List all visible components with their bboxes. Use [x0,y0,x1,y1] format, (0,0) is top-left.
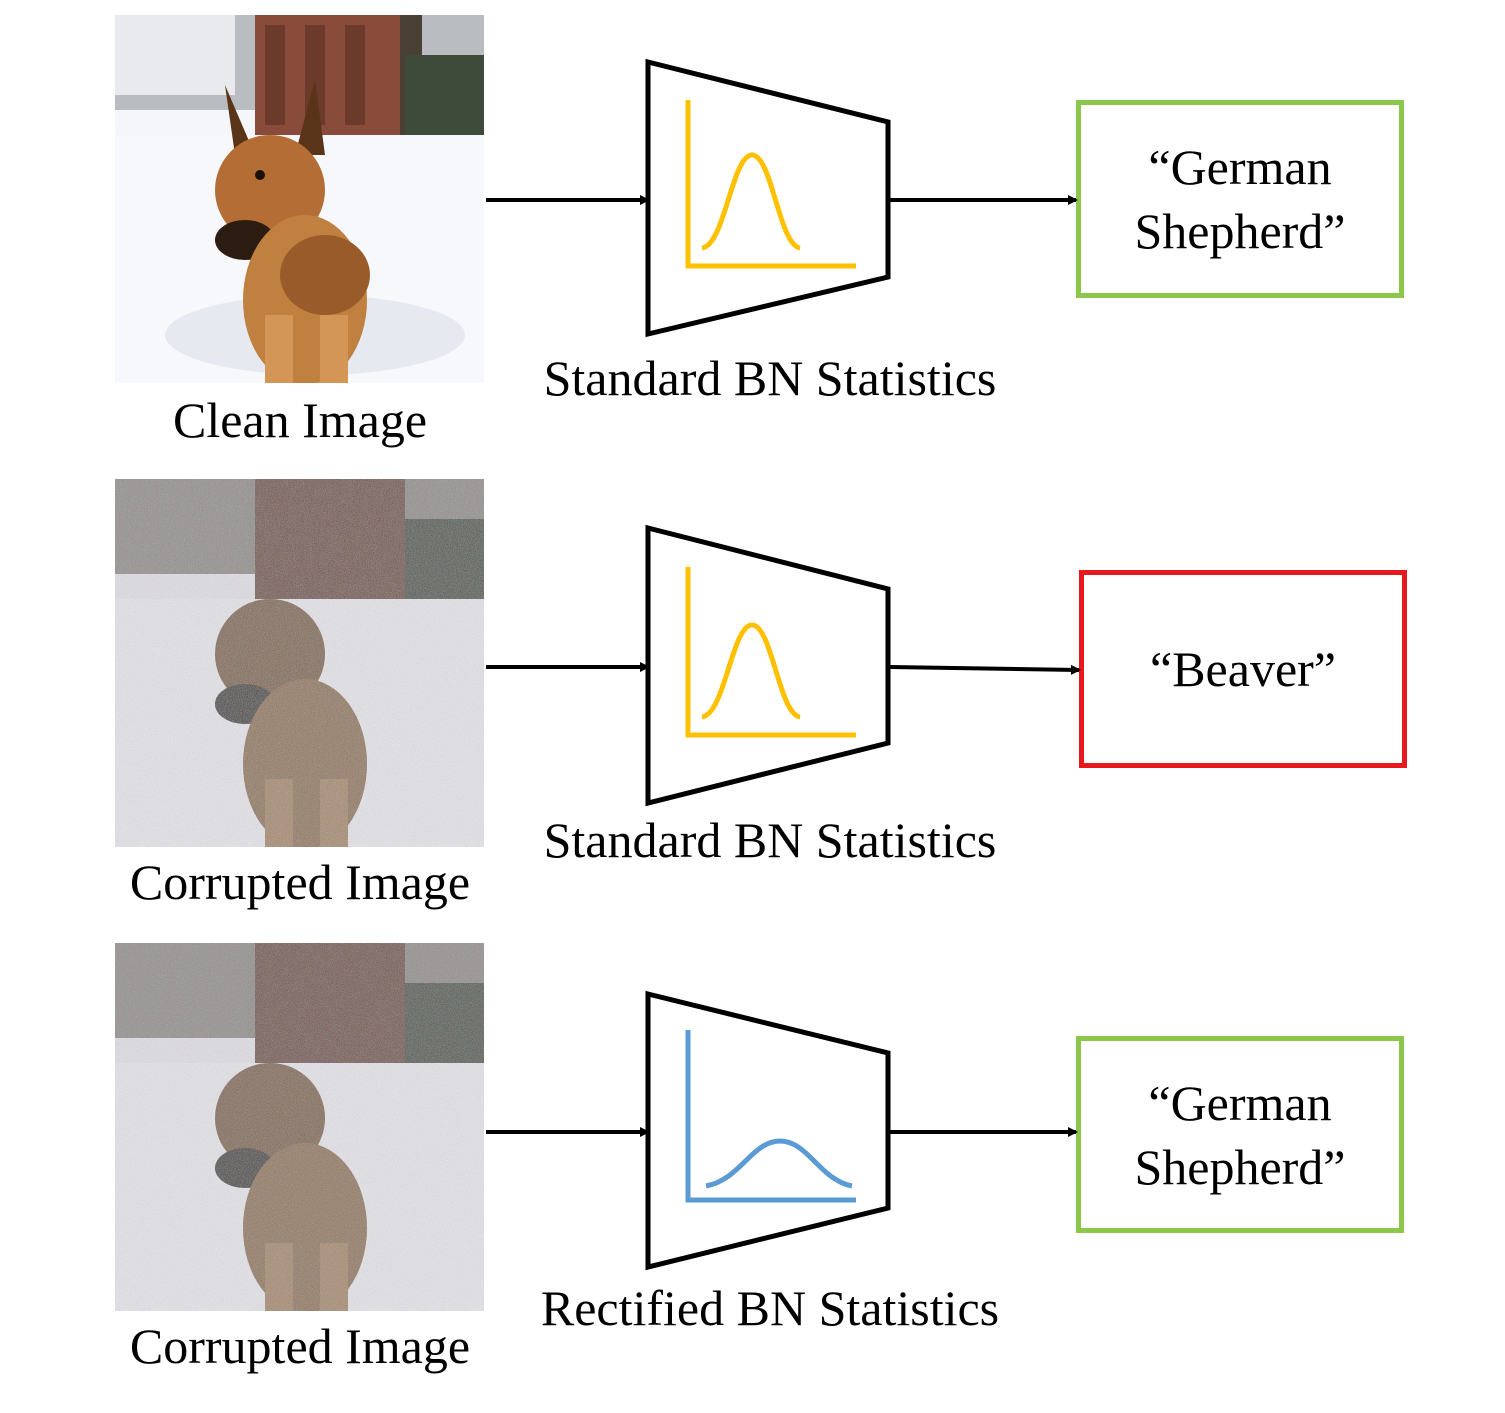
prediction-label: “Beaver” [1150,641,1336,697]
bn-statistics-caption: Rectified BN Statistics [540,1280,1000,1336]
image-caption: Corrupted Image [129,1318,471,1374]
bn-statistics-caption: Standard BN Statistics [543,350,997,406]
clean-dog-image [115,15,484,383]
prediction-box-correct: “German Shepherd” [1076,1036,1404,1233]
prediction-label: “German Shepherd” [1134,139,1346,259]
output-arrow [889,664,1081,675]
prediction-box-correct: “German Shepherd” [1076,100,1404,298]
distribution-plot [685,100,856,269]
image-caption: Clean Image [172,392,428,448]
row-clean-standard: Clean Image Standard BN Statistics “Germ… [0,0,1505,470]
prediction-label: “German Shepherd” [1134,1074,1346,1195]
distribution-plot [685,1030,856,1203]
bn-statistics-caption: Standard BN Statistics [543,812,997,868]
distribution-plot [685,567,856,738]
network-trapezoid [645,990,891,1271]
prediction-box-incorrect: “Beaver” [1079,570,1407,768]
network-trapezoid [645,58,891,338]
network-trapezoid [645,524,891,807]
image-caption: Corrupted Image [129,854,471,910]
row-corrupted-standard: Corrupted Image Standard BN Statistics “… [0,464,1505,934]
corrupted-dog-image [115,479,484,847]
row-corrupted-rectified: Corrupted Image Rectified BN Statistics … [0,928,1505,1398]
corrupted-dog-image [115,943,484,1311]
